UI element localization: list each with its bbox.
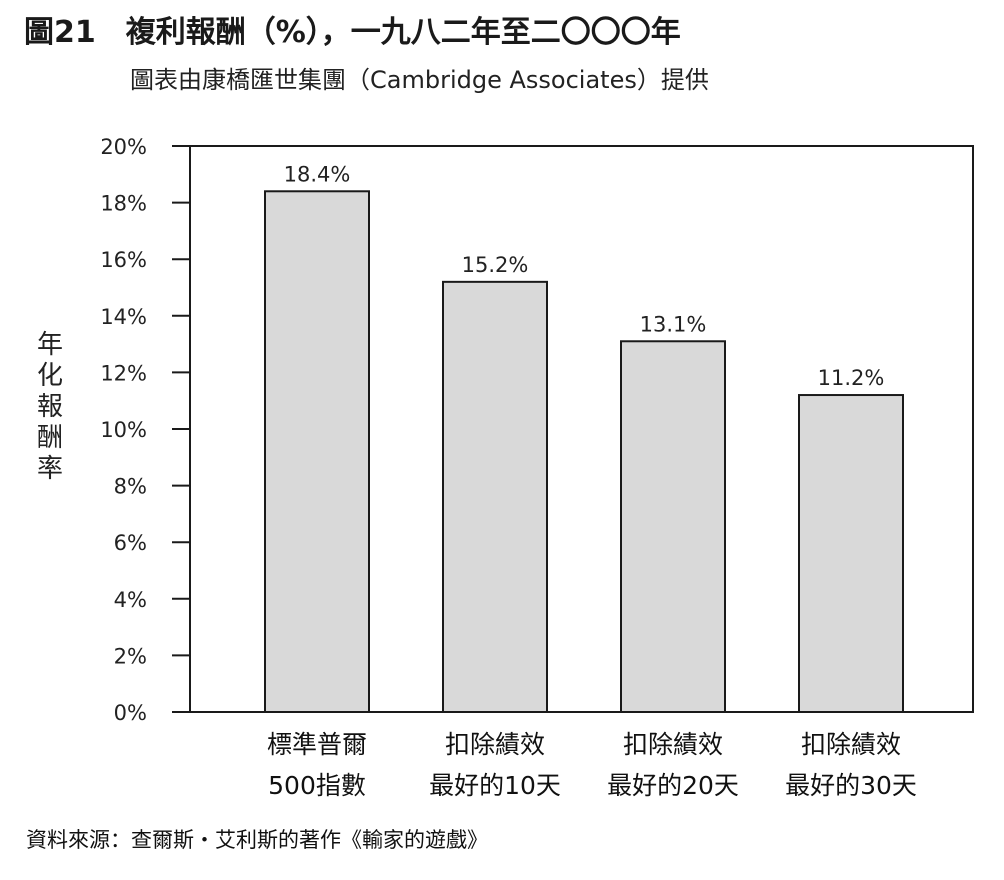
- chart-title: 圖21 複利報酬（%），一九八二年至二〇〇〇年: [24, 10, 681, 56]
- y-axis: 0% 2% 4% 6% 8% 10% 12% 14% 16% 18% 20%: [100, 135, 190, 725]
- bar: [620, 340, 726, 713]
- bar: [264, 190, 370, 713]
- x-category-label: 標準普爾: [267, 730, 367, 759]
- x-category-label: 扣除績效: [445, 730, 545, 759]
- source-note: 資料來源：查爾斯・艾利斯的著作《輸家的遊戲》: [26, 828, 488, 852]
- y-tick-label: 10%: [100, 418, 147, 442]
- y-tick-label: 16%: [100, 248, 147, 272]
- figure-title-text: 複利報酬（%），一九八二年至二〇〇〇年: [125, 15, 681, 50]
- x-category-label: 最好的30天: [785, 771, 917, 800]
- y-axis-label-char: 年: [36, 330, 63, 360]
- x-category-label: 扣除績效: [623, 730, 723, 759]
- y-tick-label: 20%: [100, 135, 147, 159]
- bar: [798, 394, 904, 713]
- y-axis-label-char: 化: [36, 361, 63, 391]
- y-axis-label-char: 酬: [36, 423, 63, 453]
- y-axis-label-char: 報: [36, 392, 63, 422]
- x-category-label: 扣除績效: [801, 730, 901, 759]
- y-tick-label: 14%: [100, 305, 147, 329]
- y-tick-label: 12%: [100, 361, 147, 385]
- chart-subtitle: 圖表由康橋匯世集團（Cambridge Associates）提供: [130, 66, 709, 94]
- bar-value-label: 18.4%: [284, 162, 351, 186]
- figure-number: 圖21: [24, 15, 96, 50]
- y-tick-label: 2%: [114, 644, 147, 668]
- x-category-label: 最好的20天: [607, 771, 739, 800]
- bar: [442, 280, 548, 713]
- y-tick-label: 4%: [114, 588, 147, 612]
- bar-value-label: 11.2%: [818, 366, 885, 390]
- x-category-label: 500指數: [268, 771, 366, 800]
- y-axis-label-char: 率: [36, 454, 63, 484]
- y-tick-label: 6%: [114, 531, 147, 555]
- y-tick-label: 8%: [114, 475, 147, 499]
- y-tick-label: 18%: [100, 192, 147, 216]
- bar-value-label: 13.1%: [640, 312, 707, 336]
- y-axis-label: 年化報酬率: [30, 330, 70, 485]
- bars: 18.4% 15.2% 13.1% 11.2%: [264, 162, 904, 713]
- y-tick-label: 0%: [114, 701, 147, 725]
- bar-value-label: 15.2%: [462, 253, 529, 277]
- x-category-label: 最好的10天: [429, 771, 561, 800]
